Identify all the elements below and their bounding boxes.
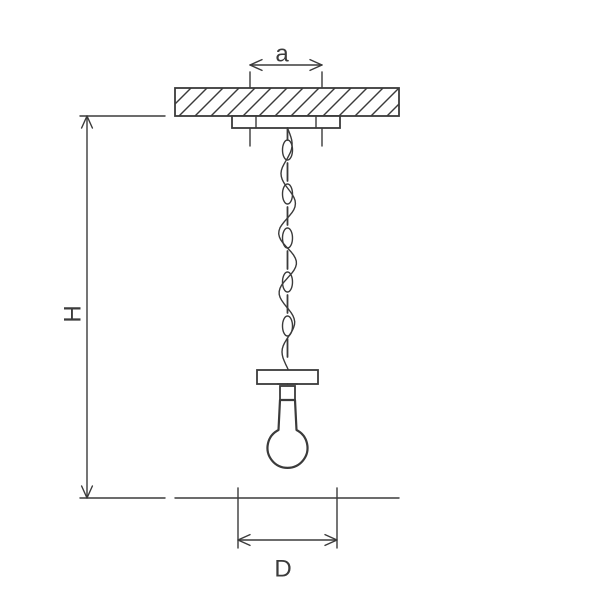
label-D: D <box>274 555 291 582</box>
label-a: a <box>275 40 289 67</box>
label-H: H <box>59 305 86 322</box>
